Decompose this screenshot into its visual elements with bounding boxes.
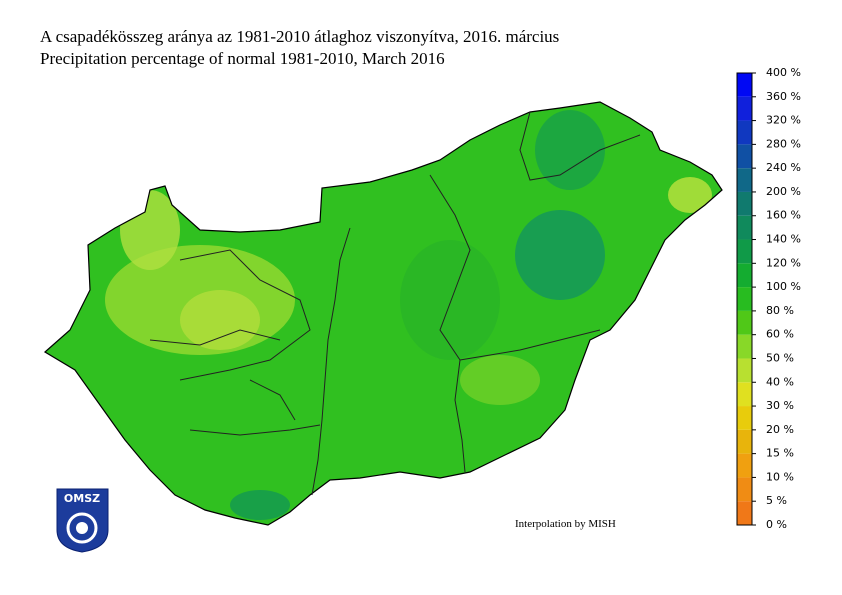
legend-swatch bbox=[737, 287, 752, 311]
legend-swatch bbox=[737, 168, 752, 192]
legend-swatch bbox=[737, 501, 752, 525]
legend-label: 50 % bbox=[766, 351, 794, 364]
legend-swatch bbox=[737, 144, 752, 169]
legend-label: 30 % bbox=[766, 399, 794, 412]
precipitation-map bbox=[45, 102, 722, 525]
legend-swatch bbox=[737, 382, 752, 407]
legend-label: 140 % bbox=[766, 233, 801, 246]
legend-label: 10 % bbox=[766, 470, 794, 483]
legend-swatch bbox=[737, 191, 752, 216]
legend-label: 15 % bbox=[766, 447, 794, 460]
legend-swatch bbox=[737, 406, 752, 430]
legend-swatch bbox=[737, 96, 752, 121]
legend-label: 0 % bbox=[766, 518, 787, 531]
subtitle: Precipitation percentage of normal 1981-… bbox=[40, 49, 445, 68]
legend-label: 120 % bbox=[766, 256, 801, 269]
legend: 0 % 5 % 10 % 15 % 20 % 30 % 40 % 50 % 60 % 80 % 10… bbox=[736, 66, 801, 531]
legend-swatch bbox=[737, 429, 752, 454]
legend-frame bbox=[736, 72, 753, 526]
legend-label: 280 % bbox=[766, 137, 801, 150]
legend-swatch bbox=[737, 215, 752, 240]
legend-label: 60 % bbox=[766, 328, 794, 341]
legend-label: 240 % bbox=[766, 161, 801, 174]
legend-swatch bbox=[737, 334, 752, 359]
legend-label: 160 % bbox=[766, 209, 801, 222]
legend-label: 360 % bbox=[766, 90, 801, 103]
legend-label: 20 % bbox=[766, 423, 794, 436]
legend-label: 5 % bbox=[766, 494, 787, 507]
logo-text: OMSZ bbox=[64, 492, 100, 505]
legend-swatch bbox=[737, 239, 752, 264]
legend-label: 200 % bbox=[766, 185, 801, 198]
region-borders bbox=[149, 111, 641, 496]
legend-swatch bbox=[737, 120, 752, 145]
legend-label: 400 % bbox=[766, 66, 801, 79]
legend-label: 40 % bbox=[766, 375, 794, 388]
legend-swatch bbox=[737, 310, 752, 335]
credit: Interpolation by MISH bbox=[515, 518, 616, 530]
legend-swatch bbox=[737, 73, 752, 97]
logo: OMSZ bbox=[56, 488, 109, 553]
legend-label: 100 % bbox=[766, 280, 801, 293]
legend-label: 80 % bbox=[766, 304, 794, 317]
legend-swatch bbox=[737, 263, 752, 288]
title: A csapadékösszeg aránya az 1981-2010 átl… bbox=[40, 27, 559, 46]
legend-swatch bbox=[737, 453, 752, 478]
legend-swatch bbox=[737, 358, 752, 383]
legend-swatch bbox=[737, 477, 752, 502]
legend-label: 320 % bbox=[766, 114, 801, 127]
